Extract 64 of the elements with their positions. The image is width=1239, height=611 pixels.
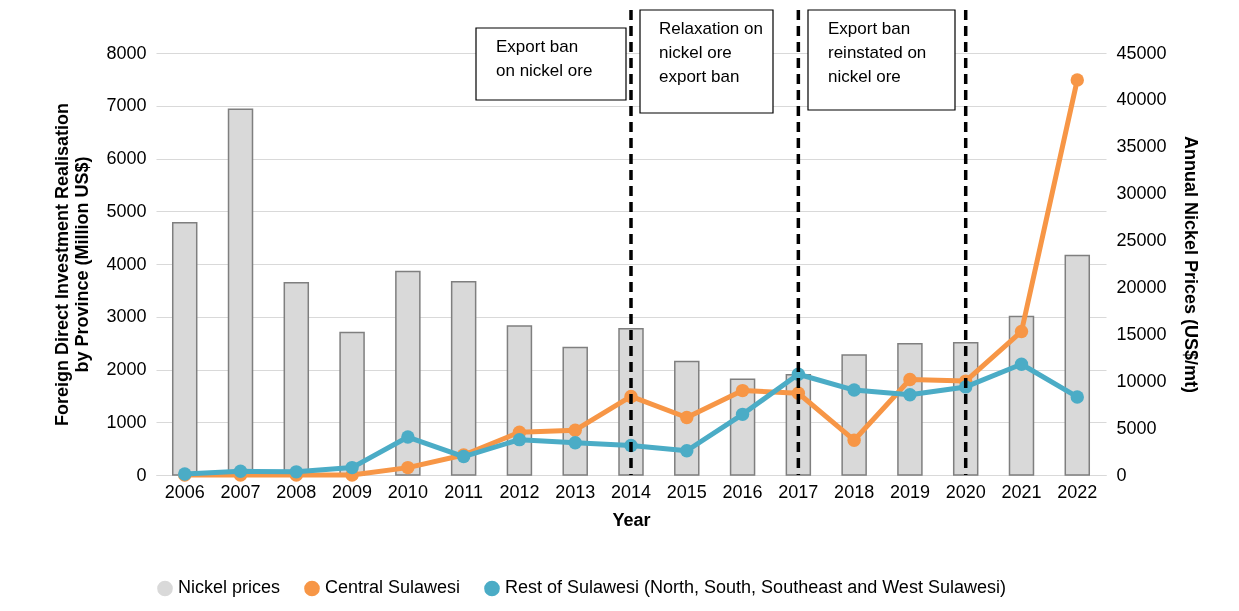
legend-label: Rest of Sulawesi (North, South, Southeast and West Sulawesi) — [505, 577, 1006, 598]
x-tick-label: 2013 — [555, 481, 596, 502]
y-axis-title: Foreign Direct Investment Realisation by Province (Million US$) — [52, 102, 93, 427]
y-tick-label: 6000 — [106, 148, 147, 168]
legend-label: Central Sulawesi — [325, 577, 461, 598]
point — [233, 464, 248, 478]
annotation: Export ban reinstated on nickel ore — [828, 19, 927, 86]
x-tick-label: 2010 — [387, 481, 428, 502]
y2-tick-label: 15000 — [1116, 323, 1167, 344]
y2-tick-label: 45000 — [1116, 42, 1167, 63]
x-tick-label: 2006 — [164, 481, 205, 502]
point — [568, 436, 582, 450]
x-tick-label: 2018 — [834, 481, 875, 502]
point — [512, 432, 527, 447]
y-tick-label: 7000 — [106, 95, 147, 116]
x-tick-label: 2022 — [1057, 481, 1098, 502]
x-tick-label: 2008 — [276, 481, 317, 502]
point — [735, 407, 750, 422]
point — [847, 433, 861, 447]
point — [1014, 324, 1029, 339]
x-tick-label: 2016 — [722, 481, 763, 502]
x-tick-label: 2012 — [499, 481, 540, 502]
x-tick-label: 2009 — [332, 481, 373, 502]
x-tick-label: 2019 — [889, 481, 930, 502]
x-tick-label: 2021 — [1001, 481, 1042, 502]
point — [345, 460, 359, 475]
y2-tick-label: 25000 — [1116, 230, 1167, 251]
x-tick-label: 2017 — [778, 481, 819, 502]
y-tick-label: 1000 — [106, 411, 147, 432]
y-tick-label: 0 — [136, 464, 147, 485]
x-tick-label: 2007 — [220, 481, 261, 502]
y-tick-label: 8000 — [106, 42, 147, 63]
point — [735, 383, 750, 398]
y2-axis-title: Annual Nickel Prices (US$/mt) — [1180, 135, 1201, 394]
y2-tick-label: 0 — [1116, 464, 1127, 485]
point — [903, 388, 917, 402]
y-tick-label: 2000 — [106, 359, 147, 379]
point — [568, 423, 582, 437]
x-tick-label: 2011 — [444, 481, 484, 502]
point — [680, 410, 694, 425]
point — [1014, 357, 1029, 371]
annotation: Export ban on nickel ore — [496, 37, 593, 80]
y2-tick-label: 5000 — [1116, 417, 1157, 438]
point — [1070, 73, 1084, 87]
y2-tick-label: 35000 — [1116, 136, 1167, 157]
y2-tick-label: 10000 — [1116, 370, 1167, 391]
point — [680, 444, 694, 458]
y-tick-label: 4000 — [106, 253, 147, 274]
point — [903, 372, 917, 387]
x-axis-title: Year — [612, 509, 651, 530]
x-tick-label: 2020 — [945, 481, 986, 502]
point — [401, 460, 415, 475]
point — [1070, 390, 1084, 404]
x-tick-label: 2015 — [666, 481, 707, 502]
y2-tick-label: 30000 — [1116, 183, 1167, 204]
point — [401, 430, 415, 444]
y2-tick-label: 20000 — [1116, 276, 1167, 297]
y-tick-label: 5000 — [106, 200, 147, 221]
y2-tick-label: 40000 — [1116, 89, 1167, 110]
y-tick-label: 3000 — [106, 306, 147, 327]
legend-label: Nickel prices — [178, 577, 281, 598]
annotation: Relaxation on nickel ore export ban — [659, 19, 763, 86]
x-tick-label: 2014 — [610, 481, 652, 502]
point — [847, 383, 861, 397]
